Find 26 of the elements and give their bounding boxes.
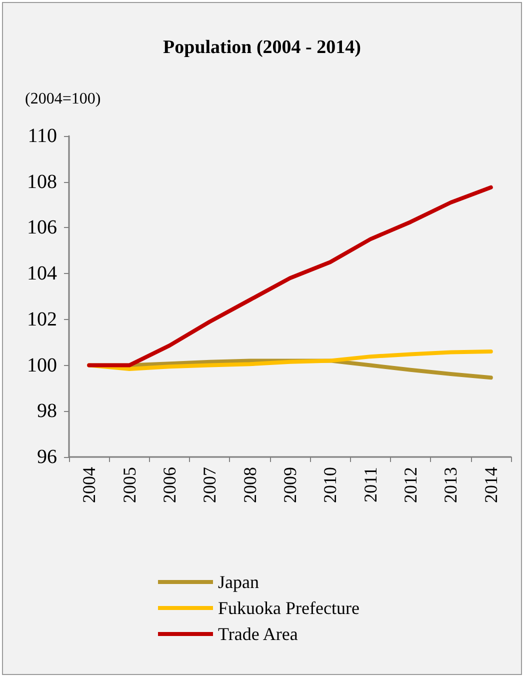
x-tick-label: 2011 — [360, 467, 380, 502]
x-tick-label: 2004 — [79, 467, 100, 503]
line-series — [87, 185, 493, 368]
x-tick-label: 2007 — [200, 467, 220, 503]
x-tick-label: 2010 — [320, 467, 340, 503]
chart-title: Population (2004 - 2014) — [163, 37, 361, 58]
y-tick-label: 108 — [27, 170, 57, 193]
y-tick-label: 98 — [37, 400, 57, 422]
legend-label: Fukuoka Prefecture — [218, 598, 360, 618]
x-tick-label: 2005 — [119, 467, 140, 503]
x-tick-label: 2009 — [280, 467, 300, 503]
x-tick-label: 2008 — [240, 467, 260, 503]
y-tick-label: 106 — [27, 216, 57, 239]
x-tick-label: 2012 — [400, 467, 421, 503]
y-axis-title: (2004=100) — [25, 90, 101, 108]
x-tick-label: 2014 — [480, 467, 501, 503]
line-series — [87, 350, 493, 371]
legend-label: Japan — [218, 572, 259, 592]
y-tick-label: 110 — [28, 125, 57, 147]
y-tick-label: 96 — [37, 446, 57, 468]
legend-label: Trade Area — [218, 624, 298, 644]
x-tick-label: 2013 — [440, 467, 461, 503]
y-tick-label: 102 — [27, 308, 57, 330]
x-tick-label: 2006 — [159, 467, 180, 503]
y-tick-label: 100 — [27, 354, 57, 376]
y-tick-label: 104 — [27, 262, 57, 285]
